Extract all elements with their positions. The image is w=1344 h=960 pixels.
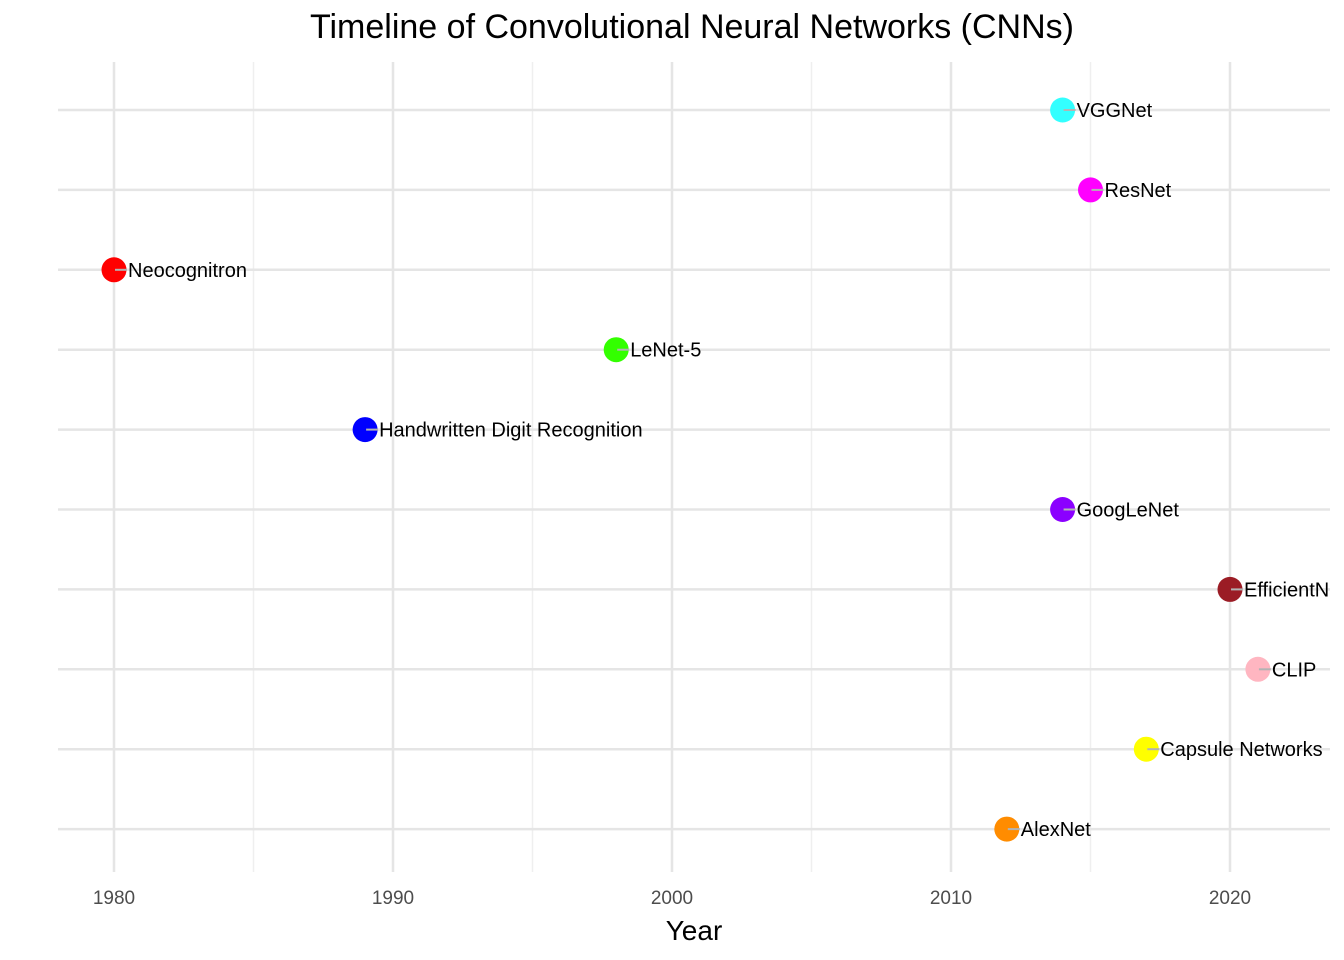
- point-label: VGGNet: [1077, 100, 1153, 122]
- point-marker: [1050, 497, 1076, 522]
- point-marker: [994, 816, 1020, 842]
- point-label: AlexNet: [1021, 819, 1091, 841]
- x-tick-label: 2020: [1209, 888, 1251, 909]
- point-label: Handwritten Digit Recognition: [379, 420, 642, 442]
- point-marker: [603, 337, 629, 363]
- point-marker: [352, 417, 378, 443]
- point-marker: [1245, 656, 1271, 682]
- x-tick-label: 2000: [651, 888, 693, 909]
- x-tick-label: 2010: [930, 888, 972, 909]
- point-marker: [1078, 177, 1103, 203]
- x-axis-title: Year: [666, 915, 723, 946]
- point-label: LeNet-5: [630, 340, 701, 362]
- point-label: Capsule Networks: [1160, 739, 1322, 761]
- point-label: GoogLeNet: [1077, 500, 1180, 522]
- point-marker: [101, 257, 127, 283]
- x-axis: 1980 1990 2000 2010 2020: [93, 888, 1251, 909]
- chart-title: Timeline of Convolutional Neural Network…: [310, 8, 1074, 46]
- point-label: ResNet: [1105, 180, 1172, 202]
- grid-layer: [58, 62, 1330, 872]
- point-label: EfficientNet: [1244, 579, 1344, 601]
- point-marker: [1217, 576, 1243, 602]
- x-tick-label: 1980: [93, 888, 135, 909]
- x-tick-label: 1990: [372, 888, 414, 909]
- point-marker: [1133, 736, 1159, 762]
- points-layer: VGGNet ResNet Neocognitron LeNet-5 Handwritt…: [101, 97, 1344, 842]
- point-marker: [1050, 97, 1076, 123]
- point-label: Neocognitron: [128, 260, 247, 282]
- point-label: CLIP: [1272, 659, 1316, 681]
